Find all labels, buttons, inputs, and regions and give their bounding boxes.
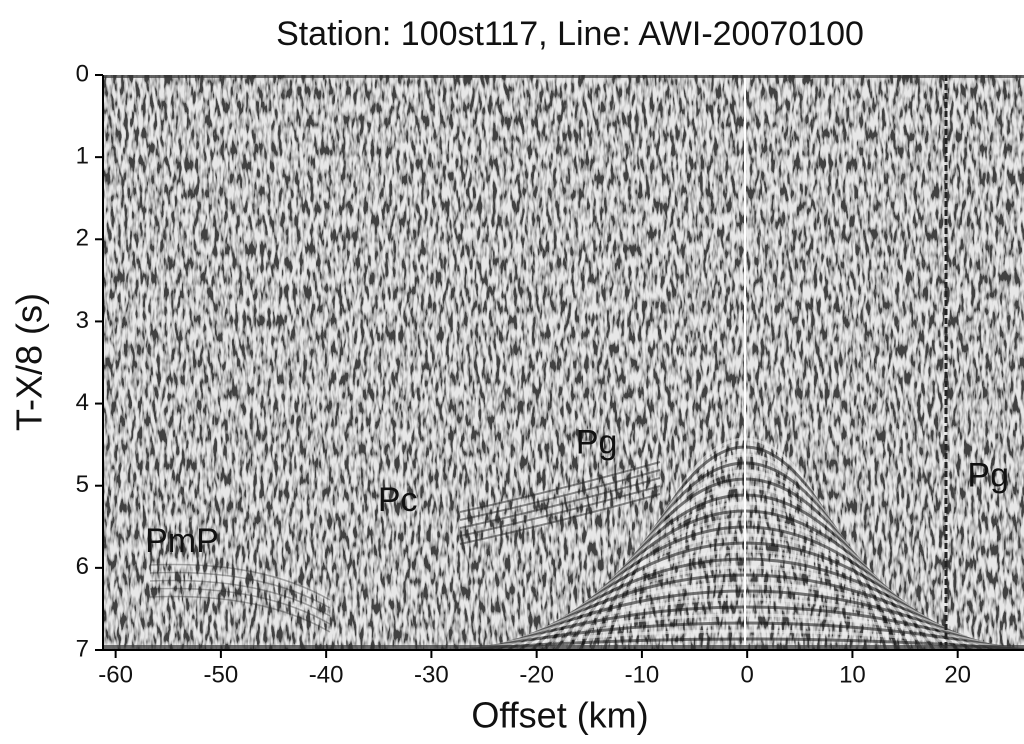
x-tick-label: -30 <box>414 661 449 688</box>
y-tick-label: 5 <box>76 471 89 498</box>
arrival-band <box>459 477 661 529</box>
bottom-band <box>103 645 1024 650</box>
arrival-band <box>459 493 661 545</box>
phase-label: Pc <box>378 481 418 519</box>
arrival-band <box>149 579 331 617</box>
x-tick-label: 10 <box>839 661 866 688</box>
x-axis-label: Offset (km) <box>471 695 648 736</box>
arrival-band <box>459 485 661 537</box>
y-tick-label: 2 <box>76 225 89 252</box>
x-tick-label: -40 <box>309 661 344 688</box>
record-section <box>103 75 1024 650</box>
tone <box>103 75 1024 650</box>
arrival-band <box>149 587 331 625</box>
x-tick-label: -50 <box>204 661 239 688</box>
y-tick-label: 4 <box>76 389 89 416</box>
x-tick-label: 0 <box>740 661 753 688</box>
phase-label: Pg <box>967 456 1009 494</box>
top-band <box>103 75 1024 78</box>
x-tick-label: -60 <box>98 661 133 688</box>
noise-background <box>103 75 1024 650</box>
phase-label: PmP <box>145 522 219 560</box>
arrival-band <box>149 595 331 633</box>
y-tick-label: 7 <box>76 635 89 662</box>
y-tick-label: 3 <box>76 307 89 334</box>
arrival-band <box>459 469 661 521</box>
arrival-band <box>149 563 331 601</box>
chart-title: Station: 100st117, Line: AWI-20070100 <box>276 15 864 53</box>
y-tick-label: 0 <box>76 60 89 87</box>
y-tick-label: 6 <box>76 553 89 580</box>
x-tick-label: -20 <box>519 661 554 688</box>
x-tick-label: 20 <box>944 661 971 688</box>
arrival-band <box>149 571 331 609</box>
y-axis-label: T-X/8 (s) <box>9 293 50 431</box>
y-tick-label: 1 <box>76 142 89 169</box>
arrival-band <box>459 461 661 513</box>
x-tick-label: -10 <box>625 661 660 688</box>
phase-label: Pg <box>576 424 618 462</box>
